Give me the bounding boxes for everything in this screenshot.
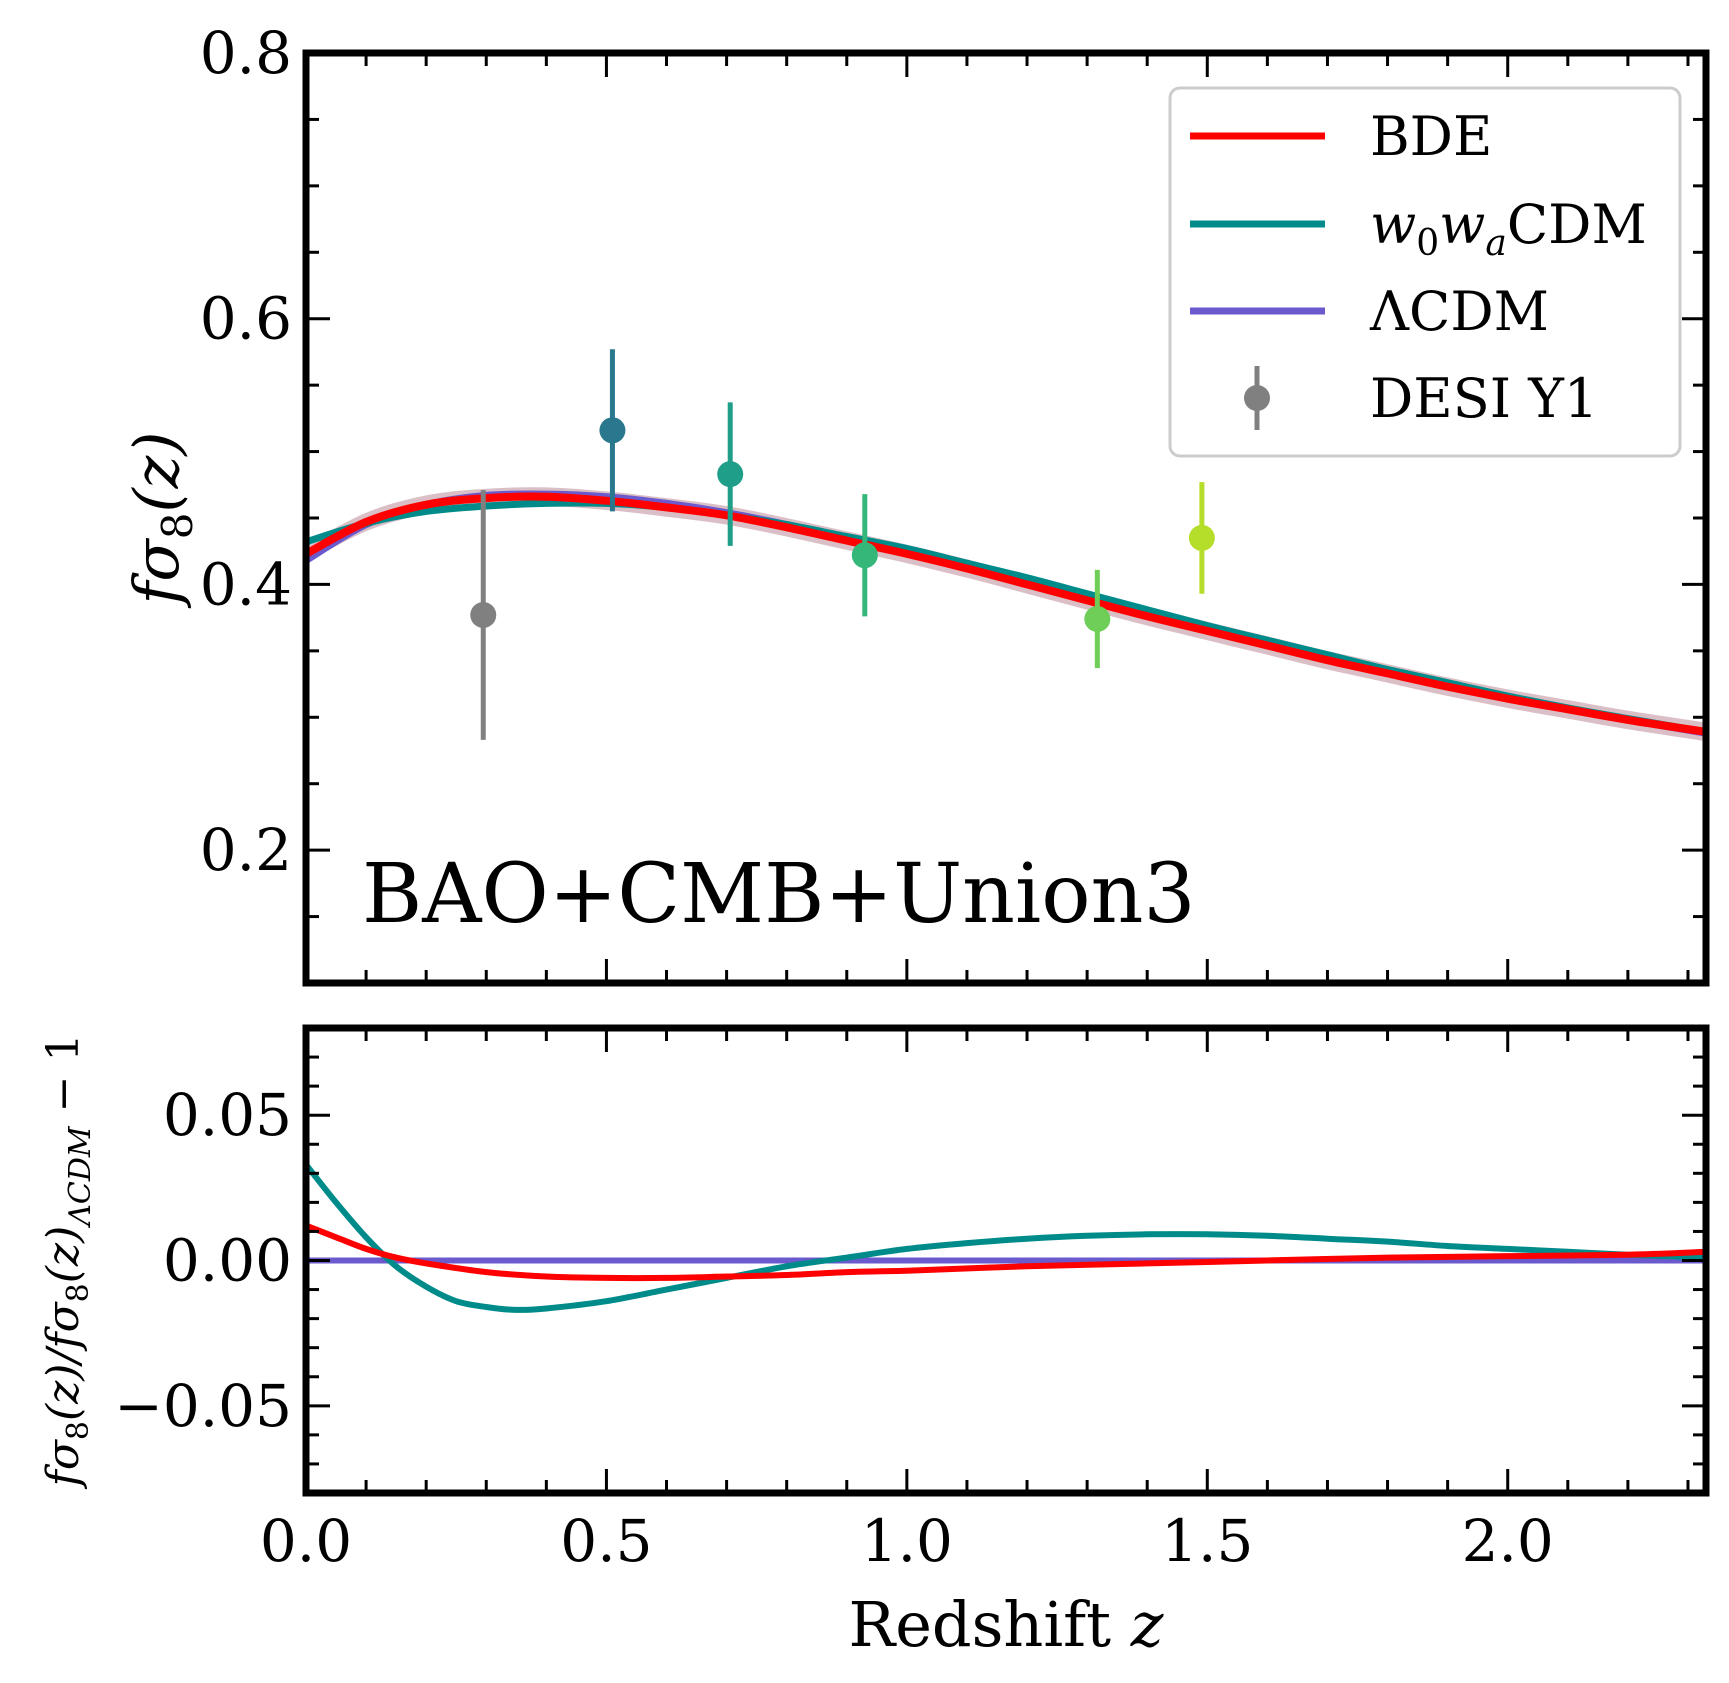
top-ytick-label: 0.8	[200, 19, 292, 87]
legend-label-w0wa: w0waCDM	[1370, 193, 1647, 264]
legend: BDE w0waCDM ΛCDM DESI Y1	[1168, 86, 1682, 458]
bottom-ylabel: fσ8(z)/fσ8(z)ΛCDM − 1	[38, 1034, 98, 1490]
bottom-ytick-label: 0.05	[163, 1081, 292, 1149]
xtick-label: 2.0	[1462, 1507, 1554, 1575]
top-ytick-label: 0.6	[200, 285, 292, 353]
xlabel: Redshift z	[849, 1588, 1164, 1661]
top-ticks	[304, 51, 1706, 985]
xtick-label: 0.5	[560, 1507, 652, 1575]
desi-point-1	[599, 417, 626, 444]
bottom-ticks	[304, 1026, 1706, 1495]
top-ytick-label: 0.2	[200, 816, 292, 884]
xtick-labels: 0.0 0.5 1.0 1.5 2.0	[260, 1507, 1554, 1575]
desi-point-3	[851, 542, 878, 569]
legend-label-desi: DESI Y1	[1370, 367, 1598, 430]
desi-point-0	[470, 601, 497, 628]
xtick-label: 1.0	[861, 1507, 953, 1575]
legend-box	[1168, 86, 1682, 458]
xtick-label: 1.5	[1161, 1507, 1253, 1575]
bottom-ytick-labels: −0.05 0.00 0.05	[114, 1081, 292, 1440]
legend-label-lcdm: ΛCDM	[1369, 280, 1549, 343]
desi-points	[470, 349, 1215, 740]
top-model-lines	[306, 490, 1706, 737]
bottom-residual-lines	[306, 1162, 1706, 1313]
desi-point-4	[1084, 605, 1111, 632]
uncertainty-band-area	[306, 487, 1706, 742]
bottom-ytick-label: 0.00	[163, 1227, 292, 1295]
uncertainty-band	[306, 487, 1706, 742]
bottom-ytick-label: −0.05	[114, 1372, 292, 1440]
bottom-panel: −0.05 0.00 0.05 0.0 0.5 1.0 1.5 2.0 Redshift z…	[38, 1024, 1710, 1661]
desi-point-2	[717, 461, 744, 488]
series-line-bde	[306, 492, 1706, 736]
xtick-label: 0.0	[260, 1507, 352, 1575]
top-panel: 0.2 0.4 0.6 0.8 fσ8(z) BAO+CMB+Union3 BDE w…	[120, 19, 1710, 987]
top-ytick-label: 0.4	[200, 550, 292, 618]
legend-swatch-desi-marker	[1244, 385, 1270, 411]
top-ylabel: fσ8(z)	[120, 431, 202, 608]
legend-label-bde: BDE	[1370, 105, 1492, 168]
residual-line-w0wa	[306, 1162, 1706, 1313]
desi-point-5	[1188, 524, 1215, 551]
panel-annotation: BAO+CMB+Union3	[362, 847, 1196, 942]
top-ytick-labels: 0.2 0.4 0.6 0.8	[200, 19, 292, 884]
residual-line-bde	[306, 1222, 1706, 1282]
